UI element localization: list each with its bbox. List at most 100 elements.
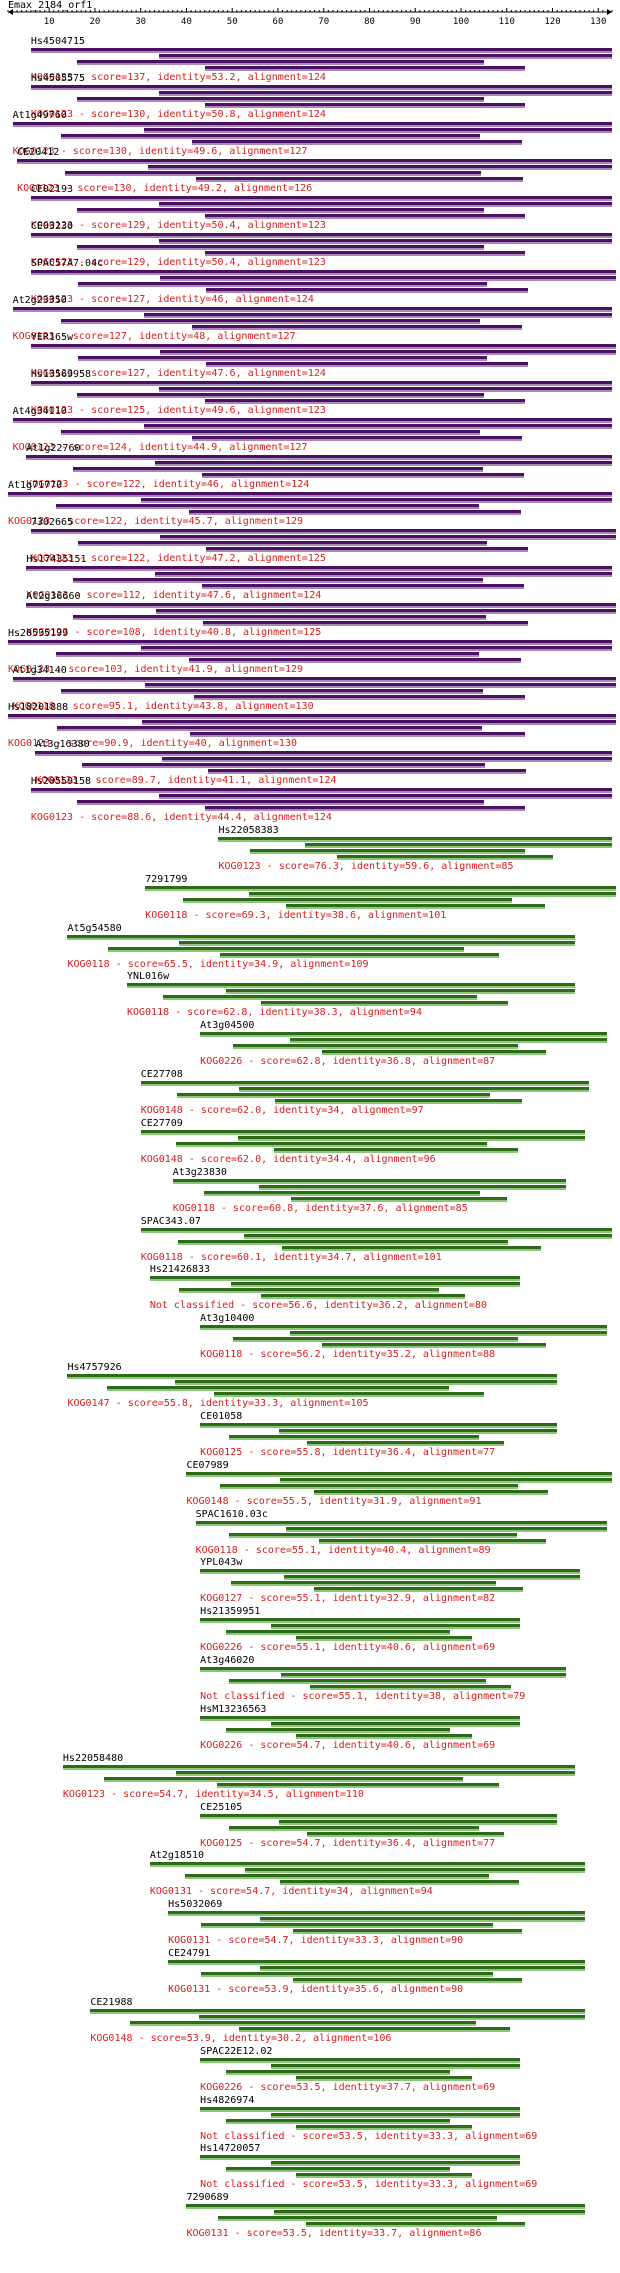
hit-name[interactable]: At5g54580	[67, 922, 122, 934]
alignment-bar	[176, 1141, 487, 1147]
hit-name[interactable]: Hs21426833	[149, 1264, 211, 1276]
alignment-bar	[202, 584, 525, 589]
alignment-bar	[140, 1129, 585, 1135]
hit-summary: KOG0123 - score=76.3, identity=59.6, ali…	[218, 860, 514, 872]
hit-name[interactable]: YER165w	[30, 332, 74, 343]
hit-name[interactable]: CE27709	[140, 1117, 183, 1129]
hit-name[interactable]: At3g16380	[35, 739, 90, 750]
hit-name[interactable]: CE03230	[30, 221, 74, 232]
hit-name[interactable]: At3g10400	[200, 1313, 255, 1325]
hit-name[interactable]: At1g49760	[12, 110, 67, 121]
hit-summary: KOG0131 - score=54.7, identity=33.3, ali…	[168, 1935, 464, 1947]
alignment-bar	[225, 2069, 451, 2075]
alignment-bar	[158, 239, 613, 244]
hit-name[interactable]: CE01058	[200, 1410, 243, 1422]
hit-name[interactable]: Hs20535199	[8, 628, 69, 639]
hit-name[interactable]: At1g22760	[26, 443, 81, 454]
alignment-bar	[60, 430, 481, 435]
alignment-bar	[12, 122, 613, 127]
alignment-bar	[205, 103, 525, 108]
hit-name[interactable]: 7290689	[186, 2192, 229, 2204]
hit-name[interactable]: CE25105	[200, 1801, 243, 1813]
alignment-bar	[319, 1538, 546, 1544]
alignment-bar	[293, 1978, 523, 1983]
alignment-bar	[189, 510, 522, 515]
alignment-bar	[219, 952, 500, 958]
alignment-bar	[220, 1483, 519, 1489]
hit-name[interactable]: At1g71770	[8, 480, 63, 491]
alignment-bar	[26, 603, 616, 608]
hit-name[interactable]: CE07989	[186, 1459, 229, 1471]
hit-name[interactable]: Hs20559158	[30, 776, 92, 787]
hit-summary: KOG0125 - score=55.8, identity=36.4, ali…	[200, 1446, 496, 1458]
hit-name[interactable]: At2g23350	[12, 295, 67, 306]
hit-name[interactable]: HsM13236563	[200, 1703, 267, 1715]
hit-name[interactable]: Hs22058480	[62, 1752, 124, 1764]
alignment-bar	[270, 2063, 521, 2069]
hit-summary: KOG0118 - score=69.3, identity=38.6, ali…	[145, 909, 447, 921]
hit-name[interactable]: At4g34110	[12, 406, 67, 417]
hit-name[interactable]: CE21988	[90, 1996, 133, 2008]
hit-name[interactable]: SPAC22E12.02	[200, 2045, 273, 2057]
alignment-bar	[322, 1343, 547, 1349]
hit-name[interactable]: At2g18510	[149, 1850, 205, 1862]
hit-name[interactable]: CE24791	[168, 1948, 211, 1959]
hit-name[interactable]: 7291799	[145, 873, 188, 885]
ruler-tick-label: 20	[90, 17, 101, 26]
alignment-bar	[336, 854, 554, 860]
alignment-bar	[296, 1733, 473, 1739]
alignment-bar	[261, 1001, 509, 1007]
hit-name[interactable]: CE02193	[30, 184, 74, 195]
alignment-bar	[231, 1282, 521, 1288]
alignment-bar	[81, 763, 486, 768]
hit-name[interactable]: SPAC57A7.04c	[30, 258, 104, 269]
hit-name[interactable]: SPAC1610.03c	[195, 1508, 268, 1520]
hit-name[interactable]: YPL043w	[200, 1557, 243, 1569]
hit-name[interactable]: At3g23830	[172, 1166, 227, 1178]
hit-name[interactable]: Hs21359951	[200, 1606, 261, 1618]
hit-name[interactable]: Hs4504715	[30, 36, 86, 47]
hit-name[interactable]: Hs17435151	[26, 554, 87, 565]
hit-name[interactable]: 7302665	[30, 517, 74, 528]
alignment-bar	[159, 535, 617, 540]
alignment-bar	[206, 547, 529, 552]
hit-summary: KOG0131 - score=53.5, identity=33.7, ali…	[186, 2228, 482, 2240]
alignment-bar	[126, 983, 576, 989]
alignment-bar	[67, 934, 576, 940]
hit-name[interactable]: Hs4757926	[67, 1362, 122, 1373]
hit-name[interactable]: Hs18201888	[8, 702, 69, 713]
hit-name[interactable]: At1g34140	[12, 665, 67, 676]
hit-name[interactable]: YNL016w	[126, 971, 170, 983]
ruler-tick-label: 90	[410, 17, 421, 26]
hit-name[interactable]: At3g04500	[200, 1020, 255, 1032]
alignment-bar	[144, 313, 612, 318]
hit-name[interactable]: Hs22058383	[218, 824, 279, 836]
hit-name[interactable]: Hs5032069	[168, 1899, 223, 1911]
hit-summary: KOG0148 - score=62.0, identity=34.4, ali…	[140, 1153, 436, 1165]
alignment-bar	[30, 788, 613, 793]
alignment-bar	[310, 1685, 512, 1690]
alignment-bar	[259, 1917, 585, 1923]
alignment-bar	[200, 1618, 521, 1624]
hit-summary: KOG0123 - score=122, identity=45.7, alig…	[8, 516, 304, 527]
hit-name[interactable]: Hs14720057	[200, 2143, 261, 2155]
alignment-bar	[77, 245, 485, 250]
alignment-bar	[26, 455, 612, 460]
alignment-bar	[190, 732, 526, 737]
alignment-bar	[203, 621, 528, 626]
alignment-bar	[30, 48, 613, 53]
hit-summary: KOG0123 - score=90.9, identity=40, align…	[8, 738, 297, 749]
alignment-bar	[35, 751, 612, 756]
hit-name[interactable]: SPAC343.07	[140, 1215, 201, 1227]
alignment-bar	[200, 1032, 608, 1038]
alignment-bar	[12, 307, 613, 312]
hit-name[interactable]: At2g36660	[26, 591, 81, 602]
hit-name[interactable]: At3g46020	[200, 1655, 255, 1666]
hit-name[interactable]: Hs4505575	[30, 73, 86, 84]
hit-summary: KOG0123 - score=130, identity=49.6, alig…	[12, 146, 308, 157]
alignment-bar	[175, 1770, 576, 1776]
hit-name[interactable]: CE27708	[140, 1069, 183, 1080]
hit-name[interactable]: CE20412	[17, 147, 60, 158]
hit-name[interactable]: Hs13569958	[30, 369, 92, 380]
hit-name[interactable]: Hs4826974	[200, 2094, 255, 2106]
